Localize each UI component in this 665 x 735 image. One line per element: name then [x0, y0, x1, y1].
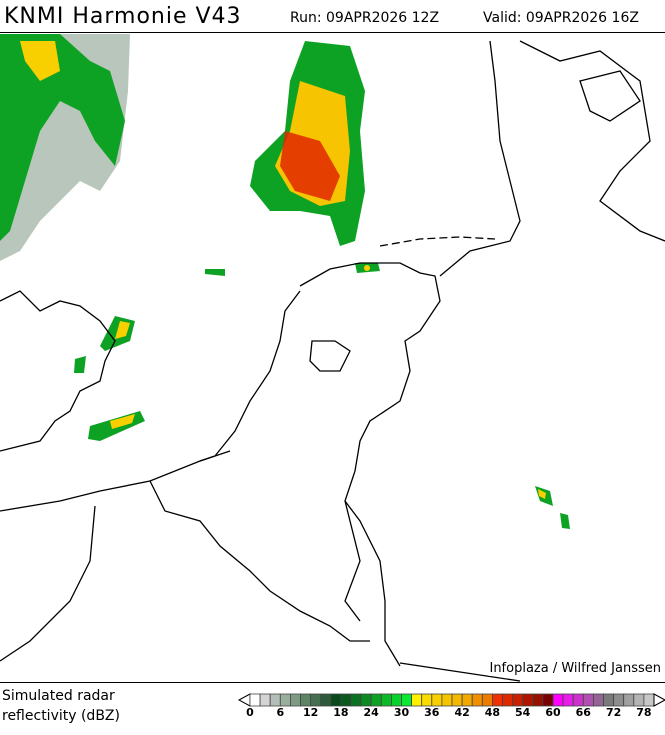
legend-swatch [582, 693, 594, 707]
legend-swatch [249, 693, 261, 707]
map-credit: Infoplaza / Wilfred Janssen [489, 661, 661, 676]
legend-tick-label: 18 [333, 706, 349, 719]
legend-tick-label: 36 [424, 706, 440, 719]
legend-swatch [643, 693, 655, 707]
legend-swatch [441, 693, 453, 707]
legend-tick-label: 6 [276, 706, 285, 719]
legend-swatch [451, 693, 463, 707]
precipitation-cells [0, 34, 570, 529]
legend-swatch [300, 693, 312, 707]
model-title: KNMI Harmonie V43 [4, 4, 242, 29]
legend-tick-label: 54 [515, 706, 531, 719]
legend-swatch [603, 693, 615, 707]
legend-swatch [623, 693, 635, 707]
legend-label-line2: reflectivity (dBZ) [2, 708, 120, 724]
header: KNMI Harmonie V43 Run: 09APR2026 12Z Val… [0, 0, 665, 33]
radar-map [0, 32, 665, 683]
legend-swatch [633, 693, 645, 707]
legend-swatch [512, 693, 524, 707]
legend-tick-label: 42 [454, 706, 470, 719]
legend-swatch [613, 693, 625, 707]
valid-time: Valid: 09APR2026 16Z [483, 10, 639, 26]
legend-swatch [491, 693, 503, 707]
run-time: Run: 09APR2026 12Z [290, 10, 440, 26]
legend-swatch [290, 693, 301, 707]
legend-swatch [481, 693, 493, 707]
legend-swatch [471, 693, 483, 707]
coastlines-borders [0, 40, 665, 682]
legend-swatch [552, 693, 564, 707]
legend-tick-label: 72 [605, 706, 622, 719]
legend-swatch [522, 693, 534, 707]
legend-swatch [461, 693, 473, 707]
legend-swatch [259, 693, 271, 707]
legend-swatch [370, 693, 382, 707]
legend-swatch [350, 693, 362, 707]
map-svg [0, 34, 665, 682]
color-legend [237, 692, 665, 711]
legend-swatch [411, 693, 423, 707]
legend-swatch [269, 693, 281, 707]
legend-swatch [340, 693, 352, 707]
legend-arrow-left [237, 693, 251, 707]
legend-swatch [279, 693, 291, 707]
legend-label-line1: Simulated radar [2, 688, 115, 704]
legend-swatch [592, 693, 604, 707]
legend-tick-label: 48 [484, 706, 501, 719]
legend-swatch [401, 693, 413, 707]
legend-swatch [532, 693, 544, 707]
legend-bar [237, 693, 665, 707]
legend-tick-label: 0 [246, 706, 254, 719]
legend-swatch [502, 693, 514, 707]
legend-swatch [360, 693, 372, 707]
legend-tick-label: 60 [545, 706, 561, 719]
legend-swatch [330, 693, 342, 707]
legend-tick-label: 12 [302, 706, 319, 719]
legend-swatch [421, 693, 433, 707]
legend-swatch [572, 693, 584, 707]
legend-tick-label: 24 [363, 706, 379, 719]
legend-swatch [562, 693, 574, 707]
legend-swatch [390, 693, 402, 707]
legend-arrow-right [653, 693, 665, 707]
legend-tick-label: 30 [393, 706, 410, 719]
legend-swatch [320, 693, 332, 707]
legend-label: Simulated radar reflectivity (dBZ) [2, 686, 120, 726]
legend-swatch [380, 693, 392, 707]
legend-swatch [542, 693, 554, 707]
legend-swatch [431, 693, 443, 707]
legend-tick-label: 66 [575, 706, 591, 719]
legend-tick-label: 78 [636, 706, 652, 719]
legend-swatch [310, 693, 322, 707]
